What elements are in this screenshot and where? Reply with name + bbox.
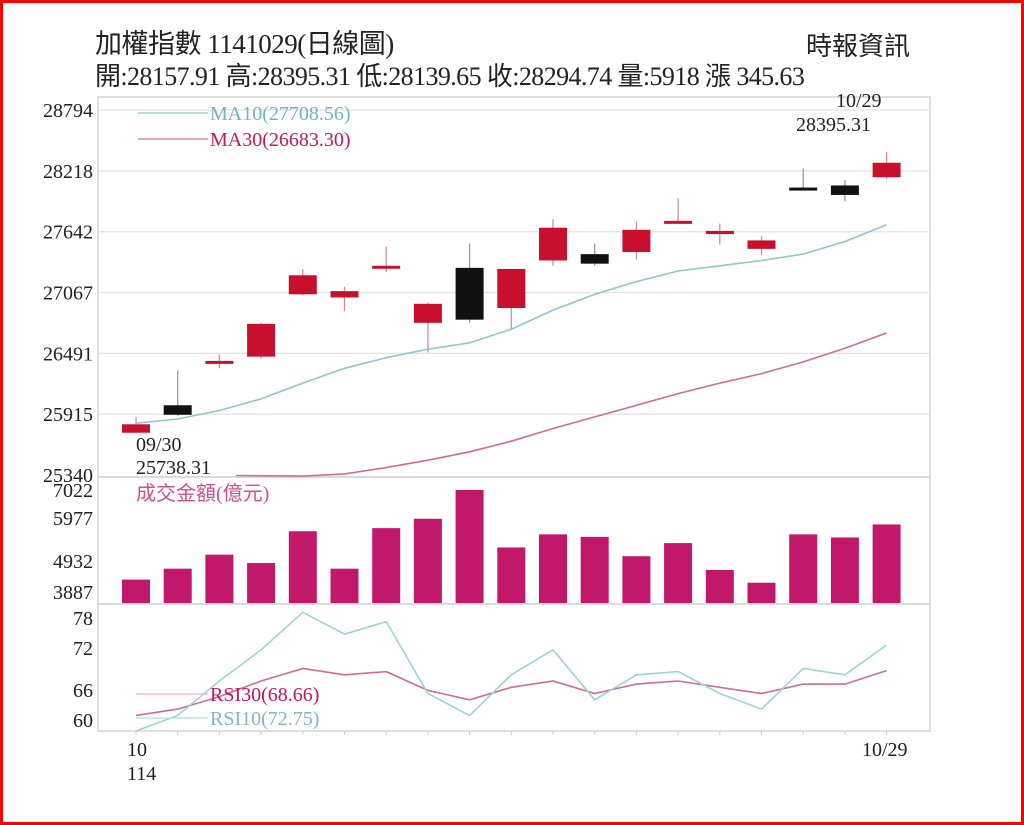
x-axis-ticks	[135, 731, 888, 735]
candle-up	[205, 360, 234, 364]
rsi-lines	[135, 611, 888, 732]
high-date-annotation: 10/29	[836, 90, 882, 112]
volume-bar	[497, 547, 526, 603]
rsi10-line	[135, 611, 888, 732]
volume-bar	[539, 534, 567, 603]
rsi-y-axis: 78 72 66 60	[73, 608, 93, 732]
volume-bar	[205, 554, 234, 603]
volume-bar	[580, 536, 609, 603]
rsi-panel	[97, 603, 931, 732]
x-end-label: 10/29	[862, 739, 908, 761]
x-start-year: 114	[127, 763, 156, 785]
volume-bar	[872, 524, 901, 603]
candle-up	[288, 275, 317, 295]
low-date-annotation: 09/30	[136, 434, 182, 456]
volume-tick-label: 5977	[53, 508, 93, 530]
candle-down	[580, 254, 609, 264]
ma10-line	[135, 223, 887, 424]
volume-bar	[622, 556, 651, 603]
candle-up	[413, 303, 442, 323]
volume-bar	[664, 543, 693, 603]
volume-bar	[288, 531, 317, 603]
volume-tick-label: 4932	[53, 551, 93, 573]
volume-bar	[830, 537, 859, 603]
price-grid	[98, 109, 930, 415]
price-y-axis: 28794 28218 27642 27067 26491 25915 25340	[43, 100, 93, 487]
price-tick-label: 25915	[43, 404, 93, 426]
chart-title: 加權指數 1141029(日線圖)	[95, 29, 394, 59]
candle-down	[830, 185, 859, 195]
candle-up	[247, 323, 276, 357]
high-value-annotation: 28395.31	[796, 114, 871, 136]
price-tick-label: 27642	[43, 222, 93, 244]
rsi-tick-label: 72	[73, 638, 93, 660]
volume-bar	[372, 528, 401, 603]
volume-bars	[122, 490, 901, 603]
volume-bar	[789, 534, 818, 603]
candle-up	[705, 230, 734, 235]
low-value-annotation: 25738.31	[136, 457, 211, 479]
candle-up	[372, 265, 401, 269]
volume-bar	[705, 569, 734, 603]
ohlc-stats: 開:28157.91 高:28395.31 低:28139.65 收:28294…	[95, 62, 805, 91]
volume-y-axis: 7022 5977 4932 3887	[53, 480, 93, 604]
ma10-legend: MA10(27708.56)	[210, 103, 351, 125]
candle-up	[622, 229, 651, 253]
volume-bar	[247, 563, 276, 603]
rsi30-legend: RSI30(68.66)	[210, 684, 319, 706]
rsi10-legend: RSI10(72.75)	[210, 708, 319, 730]
price-tick-label: 25340	[43, 465, 93, 487]
candle-up	[872, 162, 901, 178]
volume-bar	[455, 490, 484, 603]
price-tick-label: 26491	[43, 343, 93, 365]
candle-up	[664, 220, 693, 224]
volume-bar	[122, 579, 150, 603]
price-tick-label: 27067	[43, 283, 93, 305]
rsi-tick-label: 66	[73, 680, 93, 702]
ma30-line	[235, 332, 887, 477]
price-tick-label: 28794	[43, 100, 93, 122]
volume-tick-label: 3887	[53, 582, 93, 604]
rsi30-line	[135, 667, 887, 717]
moving-average-lines	[135, 223, 887, 477]
volume-tick-label: 7022	[53, 480, 93, 502]
candle-up	[330, 291, 359, 298]
price-tick-label: 28218	[43, 161, 93, 183]
candle-down	[455, 267, 484, 320]
rsi-tick-label: 78	[73, 608, 93, 630]
volume-bar	[163, 568, 192, 603]
rsi-tick-label: 60	[73, 710, 93, 732]
x-start-month: 10	[127, 739, 147, 761]
volume-bar	[330, 568, 359, 603]
candle-up	[747, 240, 776, 249]
candle-up	[539, 227, 567, 261]
volume-legend: 成交金額(億元)	[136, 482, 269, 505]
volume-bar	[413, 518, 442, 603]
volume-bar	[747, 582, 776, 603]
candlesticks	[122, 152, 901, 433]
candle-up	[497, 268, 526, 309]
ma30-legend: MA30(26683.30)	[210, 129, 351, 151]
candle-up	[122, 424, 150, 433]
candle-down	[789, 187, 818, 191]
candle-down	[163, 405, 192, 415]
source-label: 時報資訊	[806, 32, 911, 61]
